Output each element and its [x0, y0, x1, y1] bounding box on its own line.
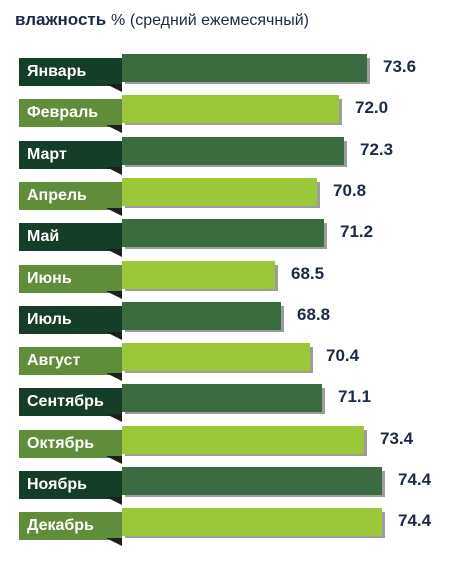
value-label: 68.8 — [297, 305, 331, 324]
label-tail — [106, 84, 122, 92]
label-tail — [106, 249, 122, 257]
value-label: 72.0 — [355, 98, 389, 117]
bar-row: Сентябрь 71.1 — [0, 384, 476, 422]
category-label: Ноябрь — [19, 471, 122, 499]
bar — [122, 178, 317, 206]
label-tail — [106, 291, 122, 299]
category-label: Апрель — [19, 182, 122, 210]
category-label: Декабрь — [19, 512, 122, 540]
label-tail — [106, 167, 122, 175]
bar — [122, 219, 324, 247]
chart-title-main: влажность — [15, 10, 107, 29]
category-label: Октябрь — [19, 430, 122, 458]
bar — [122, 302, 281, 330]
category-label: Май — [19, 223, 122, 251]
chart-title-sub: (средний ежемесячный) — [129, 12, 309, 29]
value-label: 72.3 — [360, 140, 394, 159]
value-label: 73.4 — [380, 429, 414, 448]
value-label: 70.8 — [333, 181, 367, 200]
label-tail — [106, 373, 122, 381]
bar-row: Июнь 68.5 — [0, 261, 476, 299]
bar — [122, 467, 382, 495]
category-label: Сентябрь — [19, 388, 122, 416]
bar-row: Ноябрь 74.4 — [0, 467, 476, 505]
value-label: 68.5 — [291, 264, 325, 283]
category-label: Июнь — [19, 265, 122, 293]
value-label: 74.4 — [398, 511, 432, 530]
category-label: Январь — [19, 58, 122, 86]
bar-row: Декабрь 74.4 — [0, 508, 476, 546]
label-tail — [106, 538, 122, 546]
bar — [122, 95, 339, 123]
bar — [122, 137, 344, 165]
bar-row: Август 70.4 — [0, 343, 476, 381]
bar-row: Январь 73.6 — [0, 54, 476, 92]
label-tail — [106, 456, 122, 464]
value-label: 73.6 — [383, 57, 417, 76]
bar-row: Июль 68.8 — [0, 302, 476, 340]
value-label: 74.4 — [398, 470, 432, 489]
bar-row: Октябрь 73.4 — [0, 426, 476, 464]
bar — [122, 261, 275, 289]
chart-title: влажность % (средний ежемесячный) — [15, 10, 309, 30]
bar — [122, 508, 382, 536]
bar-row: Май 71.2 — [0, 219, 476, 257]
label-tail — [106, 497, 122, 505]
bar — [122, 343, 310, 371]
chart-title-unit: % — [110, 12, 126, 29]
category-label: Август — [19, 347, 122, 375]
bar-row: Март 72.3 — [0, 137, 476, 175]
category-label: Июль — [19, 306, 122, 334]
category-label: Март — [19, 141, 122, 169]
value-label: 70.4 — [326, 346, 360, 365]
label-tail — [106, 332, 122, 340]
label-tail — [106, 414, 122, 422]
category-label: Февраль — [19, 99, 122, 127]
label-tail — [106, 125, 122, 133]
label-tail — [106, 208, 122, 216]
bar — [122, 384, 322, 412]
bar — [122, 426, 364, 454]
value-label: 71.1 — [338, 387, 372, 406]
bar-row: Апрель 70.8 — [0, 178, 476, 216]
bar — [122, 54, 367, 82]
bar-row: Февраль 72.0 — [0, 95, 476, 133]
value-label: 71.2 — [340, 222, 374, 241]
